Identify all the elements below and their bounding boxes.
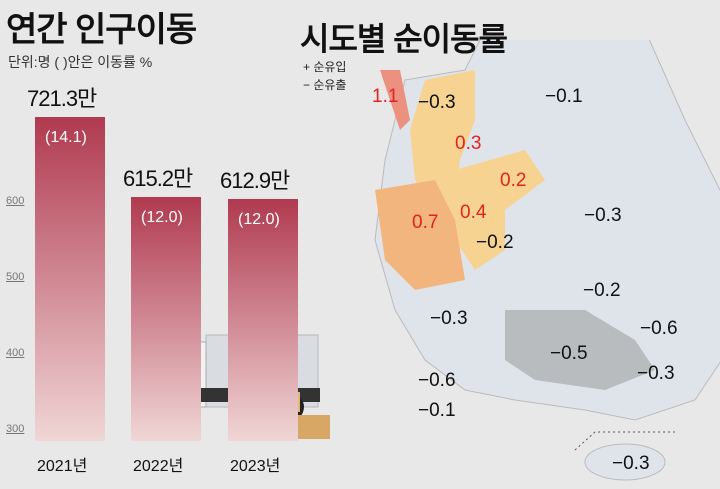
value-label: 615.2만 bbox=[123, 166, 193, 192]
legend-inflow: + 순유입 bbox=[303, 60, 347, 74]
y-tick-label: 500 bbox=[6, 271, 25, 283]
region-rate-label: −0.3 bbox=[418, 92, 456, 113]
gyeonggi-region bbox=[410, 70, 475, 210]
left-title: 연간 인구이동 bbox=[6, 11, 197, 49]
rate-label: (12.0) bbox=[141, 209, 183, 227]
y-tick-label: 300 bbox=[6, 423, 25, 435]
chungbuk-region bbox=[435, 150, 545, 270]
bar-layer: 300 400 500 600 721.3만 (14.1) 2021년 615.2만 (12.0… bbox=[0, 0, 330, 489]
region-rate-label: −0.2 bbox=[476, 232, 514, 253]
year-label: 2022년 bbox=[133, 458, 184, 475]
bar bbox=[131, 197, 201, 441]
right-title: 시도별 순이동률 bbox=[300, 21, 508, 57]
region-rate-label: −0.6 bbox=[640, 318, 678, 339]
rate-label: (14.1) bbox=[45, 128, 87, 146]
y-tick-label: 400 bbox=[6, 347, 25, 359]
region-rate-label: −0.1 bbox=[418, 400, 456, 421]
jeju-region bbox=[584, 443, 666, 481]
region-rate-label: −0.2 bbox=[583, 280, 621, 301]
chungnam-region bbox=[375, 180, 465, 290]
region-rate-label: −0.6 bbox=[418, 370, 456, 391]
region-rate-label: −0.3 bbox=[584, 205, 622, 226]
region-rate-label: −0.3 bbox=[637, 363, 675, 384]
year-label: 2021년 bbox=[37, 458, 88, 475]
region-rate-label: −0.1 bbox=[545, 86, 583, 107]
bar bbox=[228, 199, 298, 441]
region-rate-label: 1.1 bbox=[372, 86, 399, 107]
value-label: 721.3만 bbox=[27, 85, 97, 111]
bar bbox=[35, 116, 105, 441]
incheon-region bbox=[380, 70, 410, 130]
unit-label: 단위:명 ( )안은 이동률 % bbox=[8, 54, 153, 70]
region-rate-label: −0.5 bbox=[550, 343, 588, 364]
region-rate-label: 0.7 bbox=[412, 212, 439, 233]
region-rate-label: 0.4 bbox=[460, 202, 487, 223]
region-rate-label: 0.2 bbox=[500, 170, 527, 191]
legend-outflow: − 순유출 bbox=[303, 78, 347, 92]
value-label: 612.9만 bbox=[220, 168, 290, 194]
korea-map bbox=[374, 40, 720, 481]
region-rate-label: −0.3 bbox=[430, 308, 468, 329]
rate-label: (12.0) bbox=[238, 211, 280, 229]
y-tick-label: 600 bbox=[6, 195, 25, 207]
jeju-divider bbox=[574, 431, 675, 451]
gyeongnam-region bbox=[505, 310, 655, 390]
region-rate-label: −0.3 bbox=[612, 453, 650, 474]
year-label: 2023년 bbox=[230, 458, 281, 475]
region-rate-label: 0.3 bbox=[455, 133, 482, 154]
